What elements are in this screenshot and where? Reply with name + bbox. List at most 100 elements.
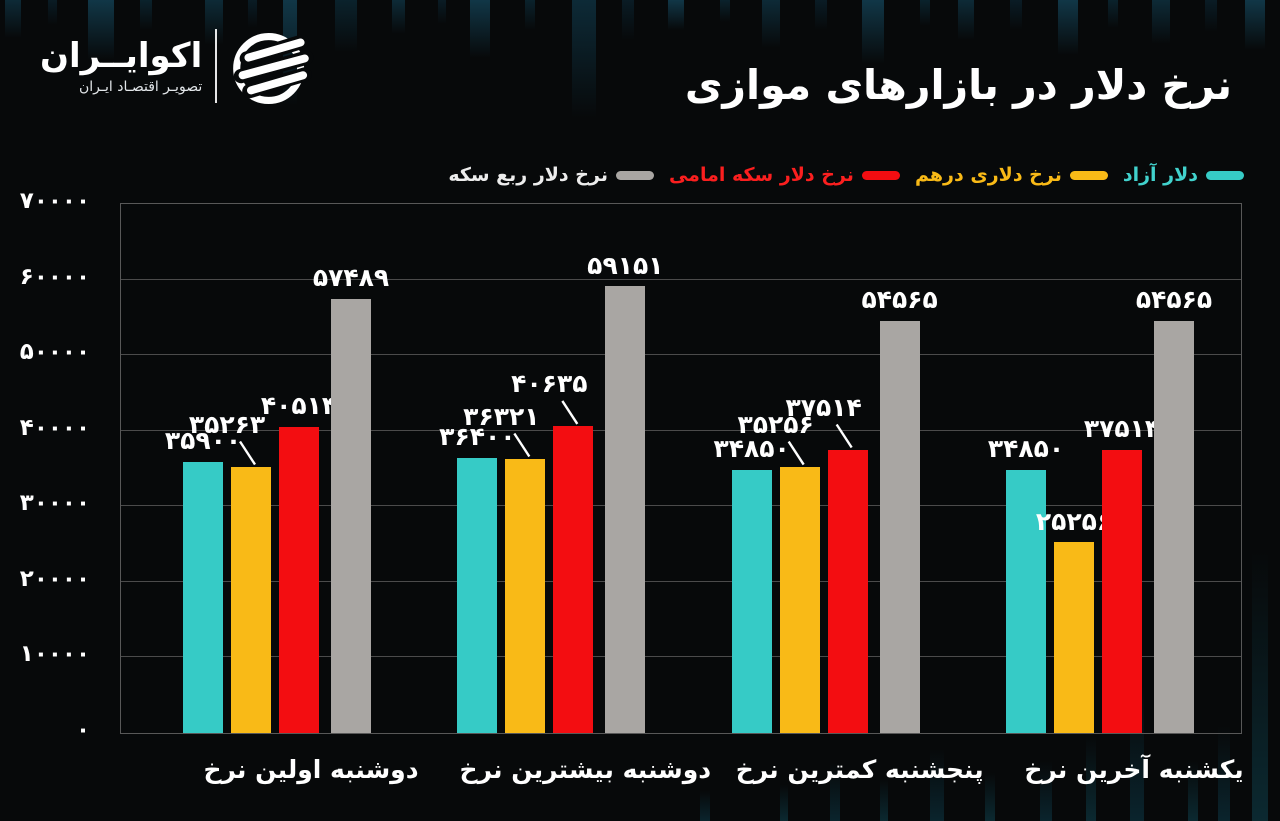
background-bar [985, 773, 995, 821]
legend-item-emami-coin: نرخ دلار سکه امامی [669, 164, 900, 186]
y-tick-label: ۳۰۰۰۰ [19, 490, 90, 517]
free-dollar-legend-swatch [1206, 170, 1244, 180]
background-bar [5, 0, 21, 38]
label-leader-line [238, 440, 257, 466]
background-bar [205, 0, 223, 45]
background-bar [930, 749, 944, 821]
background-bar [815, 0, 827, 30]
y-axis: ۰ ۱۰۰۰۰ ۲۰۰۰۰ ۳۰۰۰۰ ۴۰۰۰۰ ۵۰۰۰۰ ۶۰۰۰۰ ۷۰۰۰۰ [0, 188, 96, 743]
label-leader-line [787, 440, 805, 466]
dirham-rate-value-label: ۳۶۳۲۱ [463, 402, 540, 432]
background-bar [525, 0, 535, 30]
free-dollar-value-label: ۳۴۸۵۰ [713, 434, 790, 464]
gridline [121, 580, 1241, 582]
dirham-rate-value-label: ۲۵۲۵۶ [1035, 506, 1113, 536]
background-bar [88, 0, 114, 60]
background-bar [668, 0, 684, 30]
legend-item-quarter-coin: نرخ دلار ربع سکه [448, 164, 654, 186]
quarter-coin-value-label: ۵۹۱۵۱ [587, 250, 664, 280]
x-category-label: دوشنبه بیشترین نرخ [459, 755, 712, 784]
dirham-rate-legend-label: نرخ دلاری درهم [914, 164, 1062, 186]
background-bar [700, 791, 710, 821]
gridline [121, 429, 1241, 431]
dirham-rate-value-label: ۳۵۲۶۳ [188, 410, 266, 440]
free-dollar-bar [457, 457, 498, 733]
background-bar [48, 0, 57, 25]
background-bar [1245, 0, 1265, 50]
emami-coin-value-label: ۴۰۵۱۴ [260, 391, 338, 421]
x-category-label: دوشنبه اولین نرخ [203, 755, 419, 784]
gridline [121, 505, 1241, 507]
free-dollar-bar [1005, 469, 1046, 733]
emami-coin-value-label: ۳۷۵۱۴ [1083, 414, 1161, 444]
quarter-coin-legend-label: نرخ دلار ربع سکه [448, 164, 608, 186]
background-bar [920, 0, 930, 26]
quarter-coin-bar [1153, 320, 1194, 733]
background-bar [1058, 0, 1078, 55]
background-bar [140, 0, 152, 30]
quarter-coin-value-label: ۵۴۵۶۵ [1135, 285, 1213, 315]
free-dollar-value-label: ۳۶۴۰۰ [439, 422, 516, 452]
background-bar [720, 0, 730, 22]
page-title: نرخ دلار در بازارهای موازی [684, 61, 1232, 110]
y-tick-label: ۴۰۰۰۰ [19, 414, 90, 441]
emami-coin-bar [553, 425, 594, 733]
free-dollar-value-label: ۳۴۸۵۰ [987, 434, 1065, 464]
emami-coin-bar [827, 449, 868, 733]
background-bar [1040, 761, 1052, 821]
free-dollar-bar [731, 469, 772, 733]
quarter-coin-bar [605, 286, 646, 733]
dirham-rate-bar [505, 458, 546, 733]
quarter-coin-bar [879, 320, 920, 733]
y-tick-label: ۱۰۰۰۰ [19, 641, 90, 668]
dirham-rate-bar [1053, 542, 1094, 733]
gridline [121, 354, 1241, 356]
dirham-rate-bar [231, 466, 271, 733]
dirham-rate-legend-swatch [1069, 170, 1108, 180]
background-bar [622, 0, 634, 40]
x-axis: دوشنبه اولین نرخ دوشنبه بیشترین نرخ پنجشنب… [120, 747, 1244, 807]
brand-text: اکوایــران تصویـر اقتصـاد ایـران [40, 37, 203, 95]
emami-coin-value-label: ۳۷۵۱۴ [785, 393, 862, 423]
dirham-rate-bar [779, 466, 820, 733]
brand-divider [215, 29, 218, 103]
background-bar [1086, 736, 1096, 821]
quarter-coin-legend-swatch [615, 170, 654, 180]
gridline [121, 656, 1241, 658]
emami-coin-bar [279, 426, 319, 733]
label-leader-line [561, 400, 579, 425]
x-category-label: پنجشنبه کمترین نرخ [735, 755, 984, 784]
plot-area: ۳۵۹۰۰ ۳۶۴۰۰ ۳۴۸۵۰ ۳۴۸۵۰ ۳۵۲۶۳ ۳۶۳۲۱ ۳۵۲۵۶ ۲۵۲۵۶… [120, 203, 1242, 734]
brand-tagline: تصویـر اقتصـاد ایـران [79, 78, 203, 95]
background-bar [1188, 761, 1198, 821]
background-bar [438, 0, 446, 24]
background-bar [1205, 0, 1217, 32]
quarter-coin-value-label: ۵۴۵۶۵ [861, 285, 938, 315]
y-tick-label: ۰ [75, 717, 90, 743]
ecoiran-logo-icon [233, 33, 314, 105]
free-dollar-legend-label: دلار آزاد [1122, 164, 1198, 186]
background-bar [1252, 551, 1268, 821]
y-tick-label: ۲۰۰۰۰ [19, 565, 90, 592]
label-leader-line [513, 432, 531, 458]
gridline [121, 278, 1241, 280]
background-bar [392, 0, 405, 34]
free-dollar-value-label: ۳۵۹۰۰ [164, 426, 242, 456]
free-dollar-bar [183, 461, 223, 733]
background-bar [762, 0, 780, 48]
quarter-coin-bar [331, 298, 371, 733]
background-bar [1108, 0, 1118, 28]
emami-coin-value-label: ۴۰۶۳۵ [511, 369, 588, 399]
y-tick-label: ۵۰۰۰۰ [19, 339, 90, 366]
x-category-label: یکشنبه آخرین نرخ [1024, 755, 1244, 784]
chart-legend: دلار آزاد نرخ دلاری درهم نرخ دلار سکه امام… [448, 164, 1244, 186]
legend-item-dirham-rate: نرخ دلاری درهم [915, 164, 1108, 186]
dirham-rate-value-label: ۳۵۲۵۶ [737, 410, 814, 440]
background-bar [572, 0, 596, 118]
background-bar [780, 785, 788, 821]
background-bar [1152, 0, 1170, 44]
background-bar [335, 0, 357, 52]
background-bar [470, 0, 490, 58]
emami-coin-bar [1101, 449, 1142, 733]
brand-logo: اکوایــران تصویـر اقتصـاد ایـران [40, 24, 314, 108]
